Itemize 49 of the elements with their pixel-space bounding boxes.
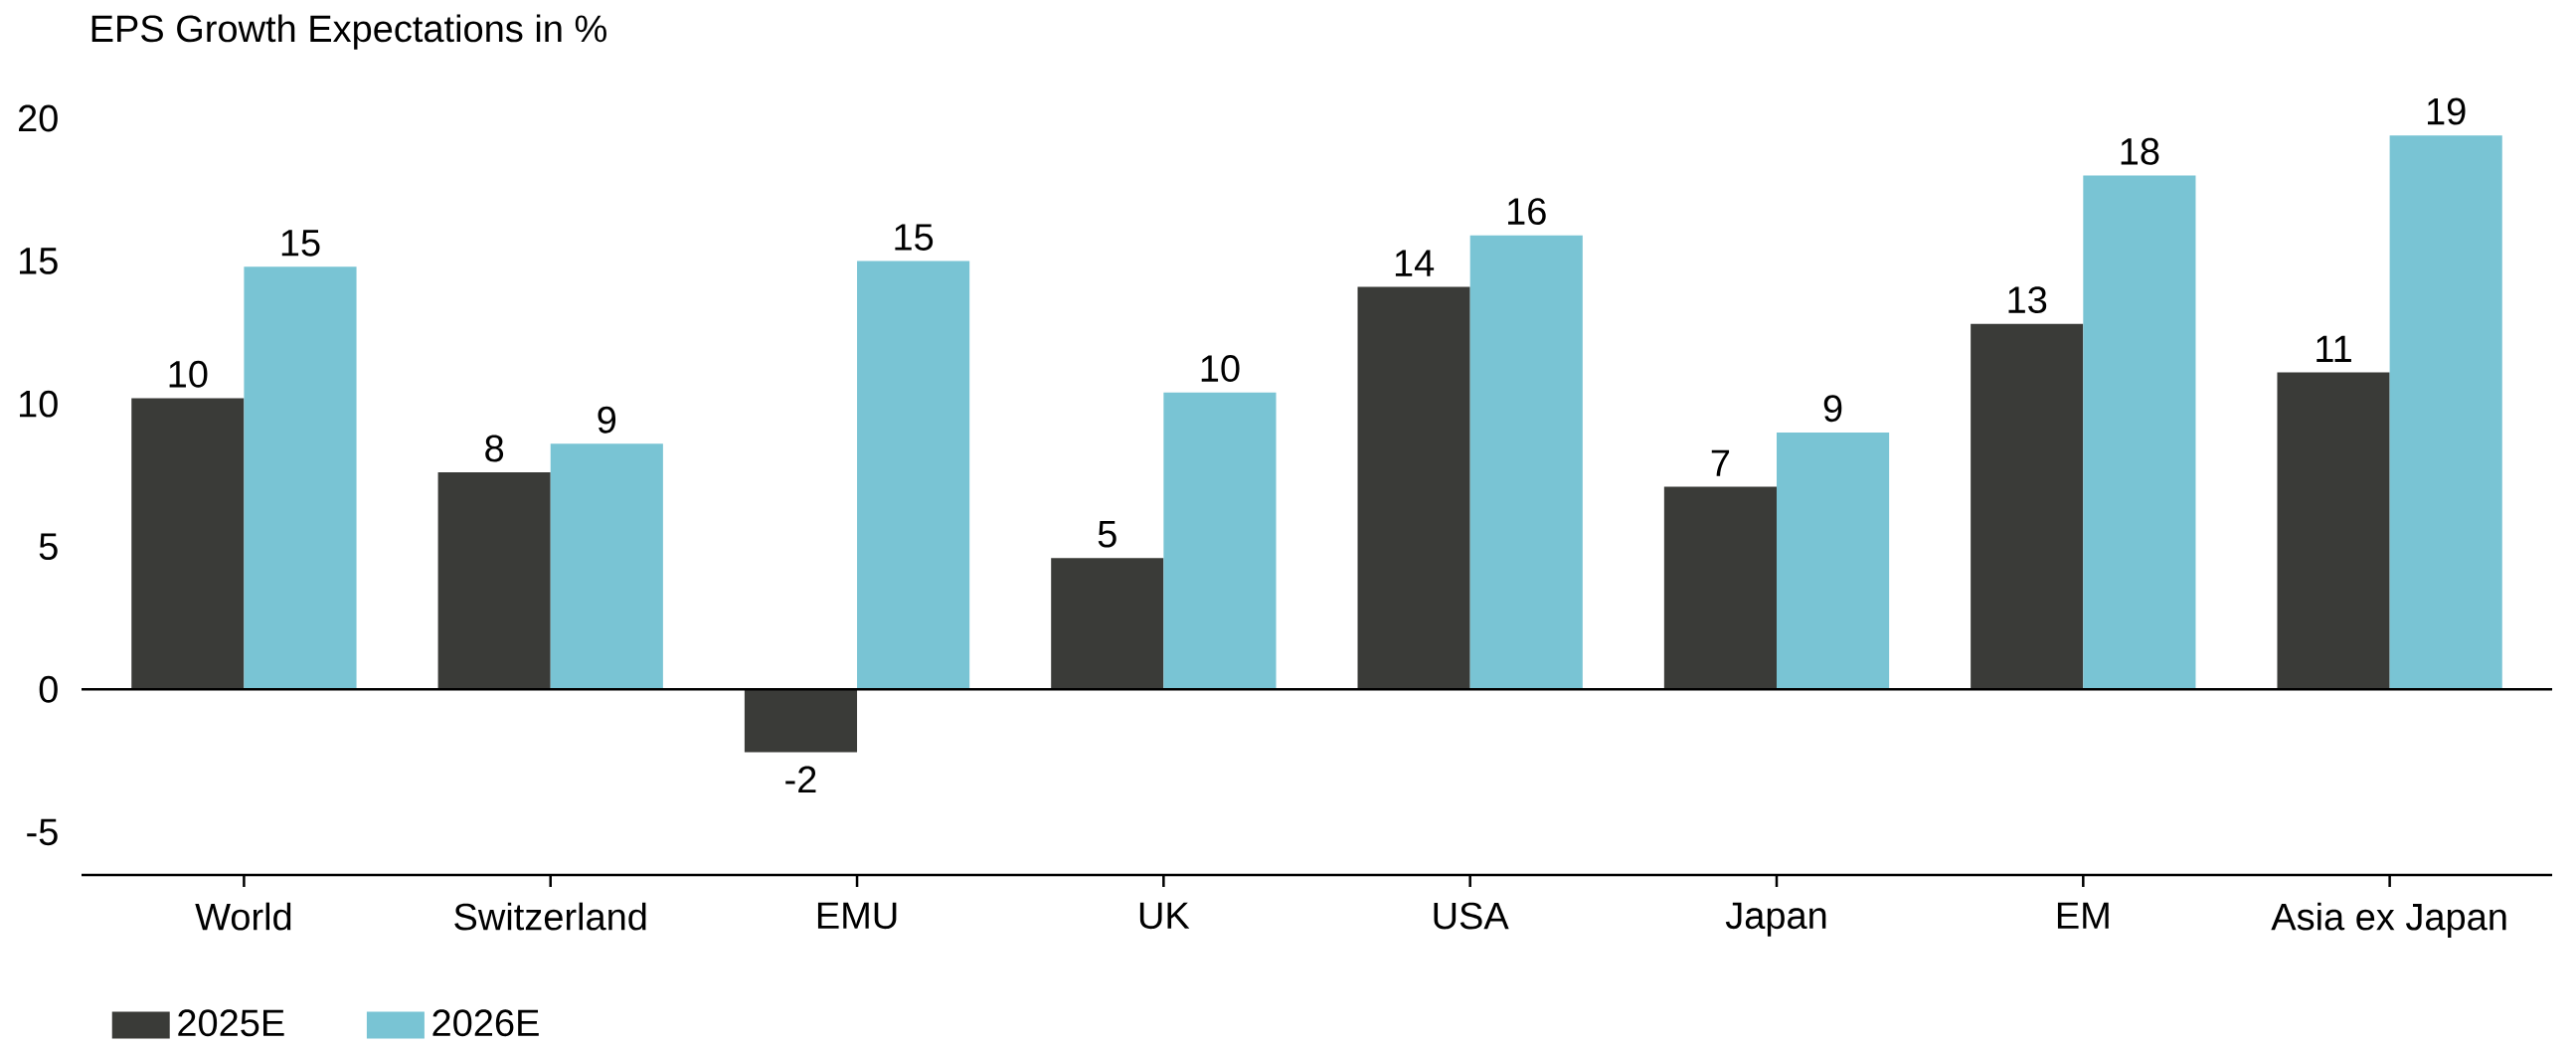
y-tick-label: -5 [27,818,58,846]
data-label: 5 [1098,521,1116,548]
bar [1051,558,1164,690]
data-label: 13 [2008,286,2047,314]
data-label: 10 [1201,355,1240,382]
bar [1776,432,1890,690]
x-tick-label: World [195,902,291,931]
data-label: 10 [169,360,208,388]
bar [2277,372,2390,690]
y-tick-label: 20 [18,104,58,132]
y-tick-label: 5 [39,533,58,560]
data-label: 18 [2121,137,2159,165]
data-label: 19 [2427,97,2466,125]
x-tick-label: Asia ex Japan [2271,902,2506,939]
bar [744,689,858,753]
x-tick-label: EMU [817,902,897,930]
y-tick-label: 0 [39,675,58,703]
x-tick-label: UK [1139,902,1190,930]
legend-label: 2025E [178,1009,284,1037]
y-tick-label: 10 [19,390,58,418]
data-label: 15 [895,224,934,251]
data-label: 7 [1711,449,1730,476]
data-label: 11 [2317,335,2351,362]
x-tick-label: EM [2057,902,2109,929]
bar [2389,135,2502,690]
x-tick-label: Japan [1725,902,1826,937]
x-tick-label: USA [1434,902,1509,930]
legend-label: 2026E [432,1009,539,1037]
bar [1663,486,1777,690]
data-label: 15 [281,230,320,257]
y-tick-label: 15 [19,248,58,274]
data-label: 16 [1508,198,1546,226]
bar [437,472,551,690]
data-label: 9 [1823,395,1842,423]
bar [1971,323,2084,690]
bar [550,443,663,690]
bar [1469,235,1583,690]
data-label: -2 [785,766,816,793]
bar [131,398,245,690]
bar [1357,286,1470,690]
data-label: 14 [1395,250,1435,276]
x-tick-label: Switzerland [454,902,646,931]
chart-title: EPS Growth Expectations in % [91,14,606,50]
data-label: 9 [598,406,616,434]
bar [244,266,357,690]
bar [1163,392,1277,690]
data-label: 8 [485,435,504,462]
bar [857,261,970,690]
bar [2083,175,2196,690]
